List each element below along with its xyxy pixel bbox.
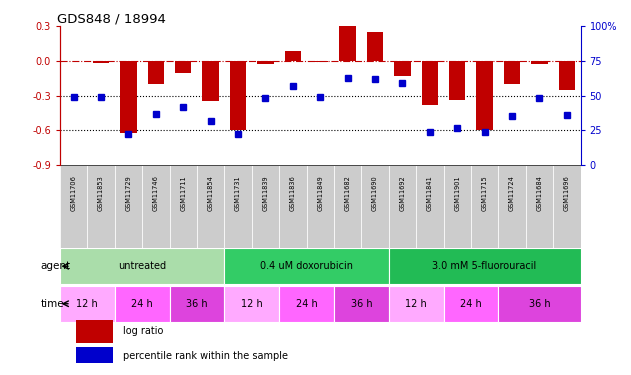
Text: agent: agent bbox=[41, 261, 71, 271]
Bar bbox=[504, 61, 520, 84]
FancyBboxPatch shape bbox=[142, 165, 170, 248]
FancyBboxPatch shape bbox=[389, 165, 416, 248]
FancyBboxPatch shape bbox=[115, 165, 142, 248]
Bar bbox=[531, 61, 548, 64]
FancyBboxPatch shape bbox=[225, 248, 389, 284]
FancyBboxPatch shape bbox=[307, 165, 334, 248]
Text: 3.0 mM 5-fluorouracil: 3.0 mM 5-fluorouracil bbox=[432, 261, 537, 271]
Bar bbox=[367, 32, 383, 61]
Text: GDS848 / 18994: GDS848 / 18994 bbox=[57, 12, 166, 25]
Text: percentile rank within the sample: percentile rank within the sample bbox=[124, 351, 288, 361]
Text: 12 h: 12 h bbox=[241, 299, 262, 309]
FancyBboxPatch shape bbox=[252, 165, 279, 248]
Text: time: time bbox=[41, 299, 64, 309]
FancyBboxPatch shape bbox=[416, 165, 444, 248]
Text: GSM11854: GSM11854 bbox=[208, 175, 214, 211]
Bar bbox=[476, 61, 493, 130]
Bar bbox=[257, 61, 274, 64]
FancyBboxPatch shape bbox=[225, 286, 279, 322]
Bar bbox=[93, 61, 109, 63]
Text: GSM11692: GSM11692 bbox=[399, 175, 406, 211]
Bar bbox=[76, 347, 113, 363]
Text: GSM11690: GSM11690 bbox=[372, 175, 378, 211]
Text: 24 h: 24 h bbox=[460, 299, 482, 309]
Bar bbox=[203, 61, 219, 101]
Text: 12 h: 12 h bbox=[405, 299, 427, 309]
Text: GSM11839: GSM11839 bbox=[262, 175, 268, 210]
Text: untreated: untreated bbox=[118, 261, 166, 271]
FancyBboxPatch shape bbox=[526, 165, 553, 248]
FancyBboxPatch shape bbox=[389, 286, 444, 322]
Text: GSM11731: GSM11731 bbox=[235, 175, 241, 210]
Bar bbox=[394, 61, 411, 76]
FancyBboxPatch shape bbox=[444, 286, 498, 322]
FancyBboxPatch shape bbox=[498, 286, 581, 322]
Text: GSM11715: GSM11715 bbox=[481, 175, 488, 211]
FancyBboxPatch shape bbox=[334, 165, 362, 248]
Bar bbox=[312, 61, 329, 62]
Text: GSM11724: GSM11724 bbox=[509, 175, 515, 211]
Text: GSM11901: GSM11901 bbox=[454, 175, 460, 210]
Text: GSM11841: GSM11841 bbox=[427, 175, 433, 211]
FancyBboxPatch shape bbox=[87, 165, 115, 248]
FancyBboxPatch shape bbox=[60, 248, 225, 284]
FancyBboxPatch shape bbox=[170, 165, 197, 248]
Text: GSM11746: GSM11746 bbox=[153, 175, 159, 211]
Bar bbox=[76, 320, 113, 343]
Bar bbox=[230, 61, 246, 130]
FancyBboxPatch shape bbox=[225, 165, 252, 248]
Bar bbox=[339, 26, 356, 61]
Bar bbox=[449, 61, 466, 100]
Text: 24 h: 24 h bbox=[296, 299, 317, 309]
Text: 36 h: 36 h bbox=[529, 299, 550, 309]
Text: GSM11853: GSM11853 bbox=[98, 175, 104, 211]
FancyBboxPatch shape bbox=[389, 248, 581, 284]
Text: GSM11711: GSM11711 bbox=[180, 175, 186, 210]
Text: GSM11849: GSM11849 bbox=[317, 175, 323, 211]
Text: GSM11682: GSM11682 bbox=[345, 175, 351, 211]
Text: log ratio: log ratio bbox=[124, 327, 164, 336]
FancyBboxPatch shape bbox=[471, 165, 498, 248]
Text: 36 h: 36 h bbox=[186, 299, 208, 309]
FancyBboxPatch shape bbox=[60, 165, 87, 248]
FancyBboxPatch shape bbox=[444, 165, 471, 248]
Bar bbox=[148, 61, 164, 84]
FancyBboxPatch shape bbox=[115, 286, 170, 322]
Bar bbox=[422, 61, 438, 105]
FancyBboxPatch shape bbox=[170, 286, 225, 322]
FancyBboxPatch shape bbox=[60, 286, 115, 322]
FancyBboxPatch shape bbox=[498, 165, 526, 248]
Text: 24 h: 24 h bbox=[131, 299, 153, 309]
Text: GSM11696: GSM11696 bbox=[564, 175, 570, 211]
Bar bbox=[121, 61, 137, 133]
FancyBboxPatch shape bbox=[279, 165, 307, 248]
FancyBboxPatch shape bbox=[362, 165, 389, 248]
FancyBboxPatch shape bbox=[197, 165, 225, 248]
FancyBboxPatch shape bbox=[334, 286, 389, 322]
FancyBboxPatch shape bbox=[553, 165, 581, 248]
Text: GSM11706: GSM11706 bbox=[71, 175, 76, 211]
Text: 12 h: 12 h bbox=[76, 299, 98, 309]
Bar bbox=[285, 51, 301, 61]
FancyBboxPatch shape bbox=[279, 286, 334, 322]
Bar bbox=[175, 61, 191, 72]
Text: GSM11836: GSM11836 bbox=[290, 175, 296, 211]
Bar bbox=[558, 61, 575, 90]
Text: 36 h: 36 h bbox=[350, 299, 372, 309]
Text: GSM11729: GSM11729 bbox=[126, 175, 131, 211]
Text: GSM11684: GSM11684 bbox=[536, 175, 543, 211]
Text: 0.4 uM doxorubicin: 0.4 uM doxorubicin bbox=[260, 261, 353, 271]
